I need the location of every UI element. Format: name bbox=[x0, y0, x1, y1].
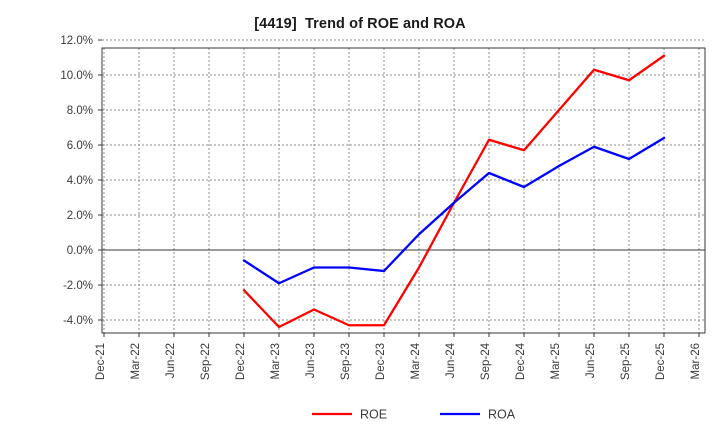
x-axis-labels: Dec-21 Mar-22 Jun-22 Sep-22 Dec-22 Mar-23 Jun-… bbox=[95, 342, 702, 380]
x-axis-tick-label: Sep-23 bbox=[340, 343, 352, 380]
y-axis-tick-label: 2.0% bbox=[67, 210, 93, 222]
x-axis-tick-label: Jun-24 bbox=[445, 342, 457, 378]
gridlines-horizontal bbox=[102, 39, 705, 321]
x-axis-tick-label: Mar-25 bbox=[550, 343, 562, 379]
y-axis-tick-label: 12.0% bbox=[60, 35, 93, 47]
axis-frame bbox=[101, 47, 706, 334]
x-axis-tick-label: Jun-25 bbox=[585, 343, 597, 378]
legend-label-roa: ROA bbox=[488, 408, 516, 422]
x-axis-tick-label: Jun-23 bbox=[305, 343, 317, 378]
y-axis-tick-label: 8.0% bbox=[67, 105, 93, 117]
y-axis-tick-label: 0.0% bbox=[67, 245, 93, 257]
y-axis-tick-label: 4.0% bbox=[67, 175, 93, 187]
x-axis-tick-label: Dec-23 bbox=[375, 343, 387, 380]
x-axis-tick-label: Dec-22 bbox=[235, 343, 247, 380]
y-axis-tick-label: -4.0% bbox=[63, 315, 93, 327]
y-axis-labels: -4.0% -2.0% 0.0% 2.0% 4.0% 6.0% 8.0% 10.0% 12.0% bbox=[60, 35, 93, 327]
axis-ticks bbox=[98, 39, 700, 337]
x-axis-tick-label: Mar-23 bbox=[270, 343, 282, 379]
y-axis-tick-label: 6.0% bbox=[67, 140, 93, 152]
x-axis-tick-label: Sep-25 bbox=[620, 343, 632, 380]
legend-label-roe: ROE bbox=[360, 408, 387, 422]
x-axis-tick-label: Dec-21 bbox=[95, 343, 107, 380]
x-axis-tick-label: Sep-24 bbox=[480, 342, 492, 380]
x-axis-tick-label: Mar-22 bbox=[130, 343, 142, 379]
chart-legend: ROE ROA bbox=[312, 408, 516, 422]
chart-title: [4419] Trend of ROE and ROA bbox=[254, 16, 466, 32]
x-axis-tick-label: Sep-22 bbox=[200, 343, 212, 380]
series-line-roa bbox=[242, 136, 666, 285]
x-axis-tick-label: Jun-22 bbox=[165, 343, 177, 378]
y-axis-tick-label: -2.0% bbox=[63, 280, 93, 292]
gridlines-vertical bbox=[103, 48, 700, 333]
x-axis-tick-label: Mar-26 bbox=[690, 343, 702, 379]
x-axis-tick-label: Dec-25 bbox=[655, 343, 667, 380]
y-axis-tick-label: 10.0% bbox=[60, 70, 93, 82]
x-axis-tick-label: Mar-24 bbox=[410, 342, 422, 379]
data-series-lines bbox=[242, 54, 666, 329]
x-axis-tick-label: Dec-24 bbox=[515, 342, 527, 380]
